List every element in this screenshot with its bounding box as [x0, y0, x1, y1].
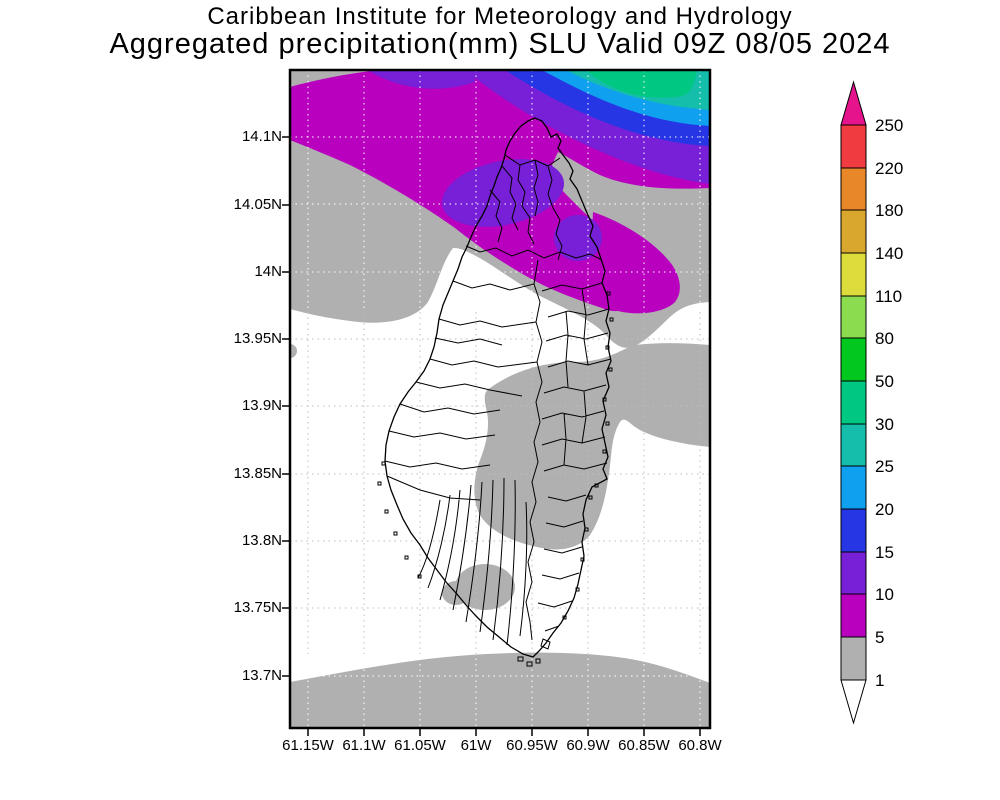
colorbar-segment	[840, 465, 867, 510]
lat-label: 14.1N	[241, 128, 282, 145]
colorbar-level-label: 50	[875, 372, 894, 391]
contour-green-northeast-core	[585, 70, 697, 98]
lon-label: 61.15W	[282, 737, 334, 754]
lat-label: 14.05N	[233, 196, 282, 213]
colorbar-below-min-arrow	[840, 679, 867, 725]
colorbar-level-label: 15	[875, 543, 894, 562]
contour-gray-left-blip	[290, 344, 297, 358]
colorbar: 250 220 180 140 110 80 50 30 25 20 15 10…	[840, 80, 903, 725]
lon-label: 61.1W	[342, 737, 386, 754]
colorbar-level-label: 110	[875, 287, 902, 306]
figure-title-institute: Caribbean Institute for Meteorology and …	[207, 3, 793, 30]
colorbar-level-label: 30	[875, 415, 894, 434]
lon-label: 60.95W	[506, 737, 558, 754]
lat-label: 13.85N	[233, 465, 282, 482]
lon-label: 60.8W	[678, 737, 722, 754]
lon-label: 61.05W	[394, 737, 446, 754]
colorbar-segment	[840, 337, 867, 382]
map-border	[288, 68, 712, 730]
lon-label: 60.85W	[618, 737, 670, 754]
lon-label: 61W	[460, 737, 492, 754]
contour-purple-pocket-island	[554, 215, 602, 261]
colorbar-segment	[840, 508, 867, 553]
lat-label: 13.75N	[233, 599, 282, 616]
colorbar-segment	[840, 593, 867, 638]
colorbar-above-max-arrow	[840, 80, 867, 126]
axis-ticks	[282, 136, 701, 736]
colorbar-segment	[840, 295, 867, 339]
figure-title-product: Aggregated precipitation(mm) SLU Valid 0…	[109, 28, 891, 60]
lat-label: 14N	[254, 263, 282, 280]
lat-label: 13.8N	[241, 532, 282, 549]
contour-magenta-east-lobe	[592, 212, 680, 314]
colorbar-level-label: 80	[875, 329, 894, 348]
colorbar-segment	[840, 209, 867, 254]
coastal-islets	[517, 638, 551, 667]
colorbar-segment	[840, 167, 867, 211]
colorbar-segment	[840, 423, 867, 467]
lat-label: 13.95N	[233, 330, 282, 347]
contour-gray-bottom-band	[290, 652, 710, 728]
colorbar-level-label: 1	[875, 671, 884, 690]
contour-purple-pocket-west	[441, 159, 565, 227]
coastal-detail-boxes	[377, 291, 614, 620]
saint-lucia-coastline	[384, 117, 612, 658]
contour-purple-top-sliver	[367, 70, 475, 89]
colorbar-level-label: 180	[875, 201, 903, 220]
colorbar-level-label: 5	[875, 628, 884, 647]
colorbar-level-label: 220	[875, 159, 903, 178]
lat-label: 13.9N	[241, 397, 282, 414]
colorbar-level-label: 10	[875, 585, 894, 604]
precip-map	[282, 68, 712, 736]
colorbar-segment	[840, 380, 867, 425]
watershed-boundaries	[384, 154, 612, 646]
colorbar-level-label: 250	[875, 116, 903, 135]
colorbar-segment	[840, 551, 867, 595]
colorbar-segment	[840, 636, 867, 681]
lat-label: 13.7N	[241, 667, 282, 684]
colorbar-segment	[840, 252, 867, 297]
colorbar-level-label: 20	[875, 500, 894, 519]
colorbar-level-label: 140	[875, 244, 903, 263]
colorbar-level-label: 25	[875, 457, 894, 476]
colorbar-segment	[840, 124, 867, 169]
contour-gray-east-blob	[474, 343, 710, 550]
lon-label: 60.9W	[566, 737, 610, 754]
